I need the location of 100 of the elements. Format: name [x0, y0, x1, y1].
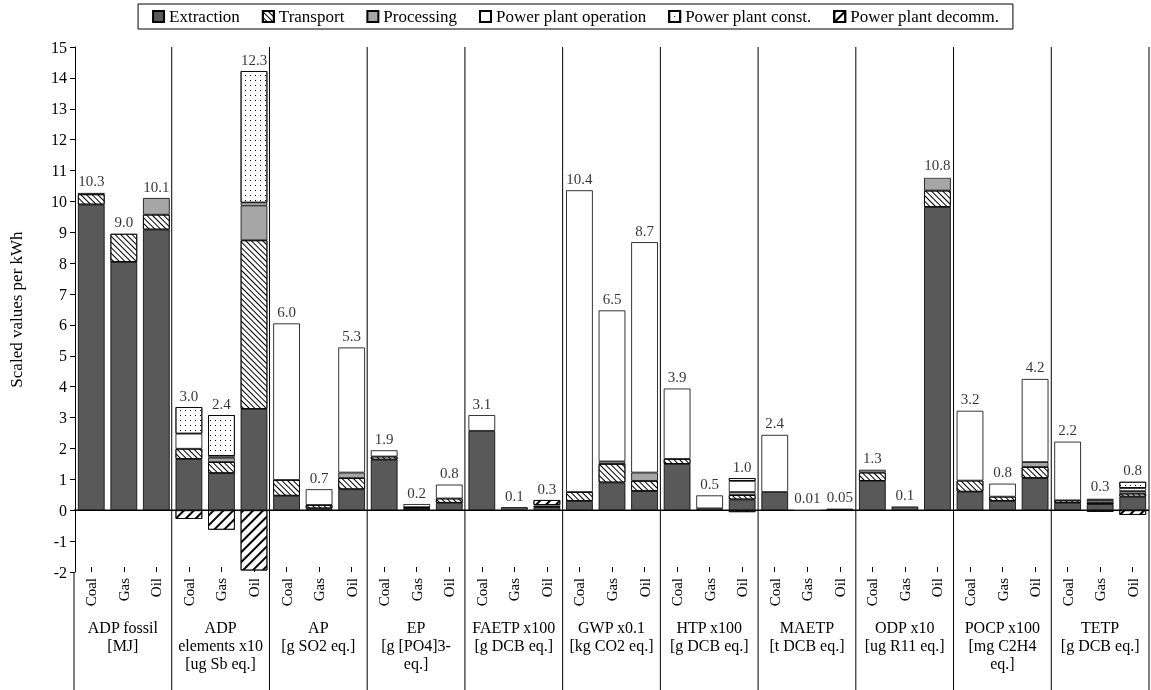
total-label: 6.5 — [602, 290, 622, 307]
x-tick-label: Oil — [538, 578, 555, 598]
total-label: 0.5 — [700, 475, 720, 492]
x-tick-label: Coal — [864, 578, 881, 607]
total-label: 1.0 — [732, 458, 752, 475]
x-tick-label: Oil — [343, 578, 360, 598]
y-tick-label: 14 — [51, 69, 67, 87]
x-tick-label: Gas — [115, 577, 132, 602]
total-label: 0.3 — [1090, 478, 1110, 495]
x-tick-label: Oil — [929, 578, 946, 598]
total-label: 0.05 — [826, 489, 853, 506]
total-label: 0.8 — [993, 464, 1012, 481]
y-tick-label: 15 — [51, 38, 67, 56]
text: EP [g [PO4]3- eq.] — [381, 618, 451, 673]
total-label: 2.4 — [765, 415, 785, 432]
text: ADP fossil [MJ] — [87, 618, 159, 654]
legend-label: Power plant const. — [685, 7, 812, 26]
total-label: 0.2 — [407, 484, 427, 501]
x-tick-label: Gas — [994, 577, 1011, 602]
x-tick-label: Coal — [473, 578, 490, 607]
text: MAETP [t DCB eq.] — [769, 618, 845, 655]
total-label: 0.7 — [309, 469, 329, 486]
x-tick-label: Gas — [506, 577, 523, 602]
total-label: 12.3 — [240, 51, 268, 68]
total-label: 2.4 — [212, 395, 232, 412]
y-axis-title: Scaled values per kWh — [7, 230, 26, 388]
total-label: 8.7 — [635, 222, 655, 239]
total-label: 3.2 — [960, 391, 980, 408]
y-tick-label: 3 — [59, 409, 67, 427]
text: FAETP x100 [g DCB eq.] — [472, 618, 556, 655]
y-tick-label: 6 — [59, 316, 67, 334]
y-tick-label: 8 — [59, 254, 67, 272]
total-label: 1.3 — [862, 450, 882, 467]
x-tick-label: Gas — [799, 577, 816, 602]
x-tick-label: Gas — [1092, 577, 1109, 602]
total-label: 3.1 — [472, 395, 492, 412]
legend-label: Transport — [278, 7, 345, 26]
x-tick-label: Coal — [278, 578, 295, 607]
y-tick-label: 5 — [59, 347, 67, 365]
legend-label: Power plant operation — [496, 7, 647, 26]
x-tick-label: Oil — [734, 578, 751, 598]
total-label: 2.2 — [1058, 422, 1078, 439]
legend-label: Power plant decomm. — [850, 7, 999, 26]
total-label: 4.2 — [1025, 359, 1045, 376]
y-tick-label: 7 — [59, 285, 67, 303]
x-tick-label: Oil — [441, 578, 458, 598]
text: AP [g SO2 eq.] — [281, 618, 356, 655]
text: HTP x100 [g DCB eq.] — [669, 618, 749, 655]
y-tick-label: 9 — [59, 223, 67, 241]
x-tick-label: Oil — [1027, 578, 1044, 598]
x-tick-label: Coal — [766, 578, 783, 607]
total-label: 10.3 — [78, 172, 105, 189]
y-tick-label: -1 — [53, 532, 67, 550]
text: GWP x0.1 [kg CO2 eq.] — [569, 618, 654, 655]
y-tick-label: 1 — [59, 470, 67, 488]
x-tick-label: Coal — [669, 578, 686, 607]
total-label: 1.9 — [374, 430, 394, 447]
total-label: 10.8 — [924, 157, 951, 174]
x-tick-label: Coal — [376, 578, 393, 607]
y-tick-label: 11 — [51, 162, 67, 180]
legend-label: Extraction — [169, 7, 241, 26]
total-label: 0.8 — [439, 465, 459, 482]
total-label: 0.8 — [1123, 462, 1143, 479]
x-tick-label: Coal — [180, 578, 197, 607]
y-tick-label: 0 — [59, 501, 67, 519]
x-tick-label: Coal — [83, 578, 100, 607]
x-tick-label: Coal — [1059, 578, 1076, 607]
y-tick-label: 10 — [51, 192, 67, 210]
legend-label: Processing — [383, 7, 458, 26]
y-tick-label: 4 — [59, 378, 67, 396]
total-label: 10.4 — [566, 170, 594, 187]
y-tick-label: -2 — [53, 563, 67, 581]
x-tick-label: Coal — [962, 578, 978, 607]
x-tick-label: Gas — [701, 577, 718, 602]
text: TETP [g DCB eq.] — [1060, 618, 1140, 655]
total-label: 3.9 — [667, 369, 687, 386]
total-label: 10.1 — [143, 178, 170, 195]
x-tick-label: Oil — [1124, 578, 1141, 598]
x-tick-label: Oil — [831, 578, 848, 598]
total-label: 0.3 — [537, 480, 557, 497]
text: POCP x100 [mg C2H4 eq.] — [964, 618, 1041, 673]
text: ODP x10 [ug R11 eq.] — [864, 618, 945, 655]
x-tick-label: Gas — [213, 577, 230, 602]
total-label: 3.0 — [179, 387, 199, 404]
total-label: 0.01 — [794, 490, 821, 507]
x-tick-label: Gas — [408, 577, 425, 602]
x-tick-label: Gas — [311, 577, 328, 602]
total-label: 6.0 — [277, 303, 296, 320]
x-tick-label: Gas — [896, 577, 913, 602]
y-tick-label: 12 — [51, 131, 67, 149]
x-tick-label: Oil — [636, 578, 653, 598]
total-label: 9.0 — [114, 214, 134, 231]
x-tick-label: Oil — [246, 578, 262, 598]
total-label: 0.1 — [504, 487, 524, 504]
x-tick-label: Gas — [604, 577, 620, 602]
y-tick-label: 2 — [59, 439, 67, 457]
total-label: 0.1 — [895, 487, 915, 504]
x-tick-label: Coal — [571, 578, 588, 607]
text: ADP elements x10 [ug Sb eq.] — [178, 618, 264, 673]
total-label: 5.3 — [342, 327, 362, 344]
